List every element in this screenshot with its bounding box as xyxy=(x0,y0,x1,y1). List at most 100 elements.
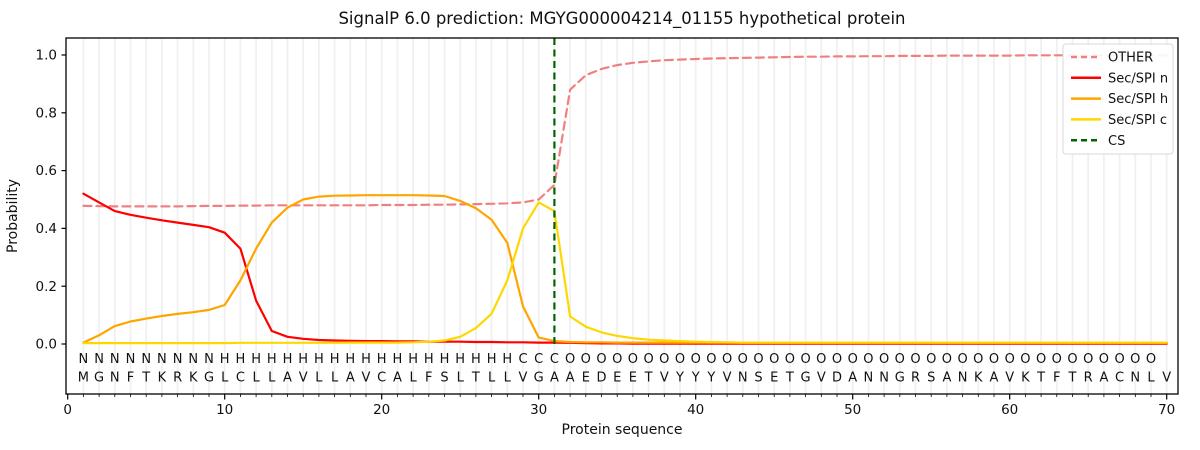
y-tick-label: 1.0 xyxy=(36,48,57,64)
region-letter: O xyxy=(863,352,873,367)
region-letter: O xyxy=(895,352,905,367)
region-letter: O xyxy=(848,352,858,367)
sequence-letter: T xyxy=(471,371,480,386)
sequence-letter: E xyxy=(770,371,778,386)
x-axis-label: Protein sequence xyxy=(562,422,683,438)
region-letter: O xyxy=(628,352,638,367)
region-letter: O xyxy=(769,352,779,367)
region-letter: O xyxy=(910,352,920,367)
region-letter: O xyxy=(738,352,748,367)
sequence-letter: A xyxy=(566,371,575,386)
y-tick-label: 0.0 xyxy=(36,337,57,353)
region-letter: N xyxy=(94,352,104,367)
region-letter: N xyxy=(188,352,198,367)
sequence-letter: V xyxy=(362,371,371,386)
region-letter: H xyxy=(487,352,497,367)
series-sec-spi-c xyxy=(82,201,1168,345)
sequence-letter: V xyxy=(299,371,308,386)
sequence-letter: N xyxy=(879,371,889,386)
region-letter: N xyxy=(157,352,167,367)
legend-label: Sec/SPI c xyxy=(1108,113,1167,128)
sequence-letter: N xyxy=(864,371,874,386)
sequence-letter: T xyxy=(1036,371,1045,386)
region-letter: O xyxy=(1083,352,1093,367)
sequence-letter: S xyxy=(927,371,935,386)
y-tick-label: 0.8 xyxy=(36,105,57,121)
region-letter: O xyxy=(1099,352,1109,367)
sequence-letter: L xyxy=(1147,371,1155,386)
sequence-letter: E xyxy=(613,371,621,386)
chart-title: SignalP 6.0 prediction: MGYG000004214_01… xyxy=(338,9,905,29)
region-letter: O xyxy=(643,352,653,367)
region-letter: C xyxy=(518,352,527,367)
sequence-letter: L xyxy=(457,371,465,386)
region-letter: N xyxy=(204,352,214,367)
sequence-letter: K xyxy=(974,371,983,386)
sequence-letter: G xyxy=(895,371,905,386)
region-letter: O xyxy=(581,352,591,367)
sequence-letter: F xyxy=(1053,371,1060,386)
region-letter: O xyxy=(785,352,795,367)
sequence-letter: R xyxy=(911,371,920,386)
region-letter: N xyxy=(173,352,183,367)
y-tick-label: 0.6 xyxy=(36,163,57,179)
sequence-letter: N xyxy=(110,371,120,386)
region-letter: H xyxy=(251,352,261,367)
sequence-letter: D xyxy=(596,371,606,386)
x-tick-label: 70 xyxy=(1158,402,1175,418)
legend-label: Sec/SPI n xyxy=(1108,71,1168,86)
region-letter: N xyxy=(126,352,136,367)
region-letter: N xyxy=(110,352,120,367)
sequence-letter: G xyxy=(534,371,544,386)
sequence-letter: A xyxy=(550,371,559,386)
region-letter: O xyxy=(659,352,669,367)
sequence-letter: A xyxy=(848,371,857,386)
sequence-letter: V xyxy=(1005,371,1014,386)
sequence-letter: A xyxy=(283,371,292,386)
x-tick-label: 50 xyxy=(844,402,861,418)
sequence-letter: A xyxy=(1099,371,1108,386)
sequence-letter: L xyxy=(268,371,276,386)
region-letter: O xyxy=(1146,352,1156,367)
region-letter: H xyxy=(236,352,246,367)
axes-frame xyxy=(65,37,1179,395)
region-letter: H xyxy=(220,352,230,367)
sequence-letter: F xyxy=(127,371,134,386)
sequence-letter: V xyxy=(660,371,669,386)
sequence-letter: G xyxy=(94,371,104,386)
sequence-letter: V xyxy=(519,371,528,386)
sequence-letter: T xyxy=(785,371,794,386)
region-letter: O xyxy=(957,352,967,367)
region-letter: H xyxy=(314,352,324,367)
region-letter: O xyxy=(1130,352,1140,367)
region-letter: O xyxy=(1052,352,1062,367)
sequence-letter: V xyxy=(723,371,732,386)
region-letter: O xyxy=(1114,352,1124,367)
sequence-letter: A xyxy=(942,371,951,386)
region-letter: O xyxy=(1036,352,1046,367)
sequence-letter: S xyxy=(754,371,762,386)
region-letter: O xyxy=(612,352,622,367)
region-letter: C xyxy=(534,352,543,367)
region-letter: O xyxy=(800,352,810,367)
legend: OTHER Sec/SPI n Sec/SPI h Sec/SPI c CS xyxy=(1062,43,1174,155)
sequence-letter: E xyxy=(582,371,590,386)
sequence-letter: L xyxy=(488,371,496,386)
sequence-letter: Y xyxy=(706,371,715,386)
legend-label: OTHER xyxy=(1108,51,1153,66)
region-letter: H xyxy=(283,352,293,367)
region-letter: O xyxy=(879,352,889,367)
series-other xyxy=(82,54,1168,208)
x-tick-label: 0 xyxy=(63,402,72,418)
region-letter: H xyxy=(345,352,355,367)
plot-area: 0.00.20.40.60.81.00 10 20 30 40 50 60 70NMNGNNN… xyxy=(36,37,1179,418)
x-tick-label: 60 xyxy=(1001,402,1018,418)
sequence-letter: C xyxy=(236,371,245,386)
region-letter: O xyxy=(706,352,716,367)
region-letter: H xyxy=(471,352,481,367)
sequence-letter: Y xyxy=(675,371,684,386)
region-letter: O xyxy=(596,352,606,367)
region-letter: O xyxy=(942,352,952,367)
region-letter: O xyxy=(926,352,936,367)
